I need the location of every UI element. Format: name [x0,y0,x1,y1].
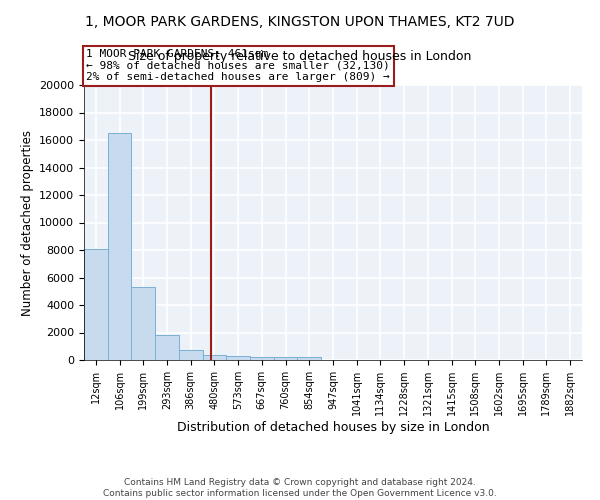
Bar [274,357,298,360]
Y-axis label: Number of detached properties: Number of detached properties [20,130,34,316]
Text: 1 MOOR PARK GARDENS: 461sqm
← 98% of detached houses are smaller (32,130)
2% of : 1 MOOR PARK GARDENS: 461sqm ← 98% of det… [86,49,390,82]
Bar [203,355,226,360]
Bar [84,248,108,360]
Text: 1, MOOR PARK GARDENS, KINGSTON UPON THAMES, KT2 7UD: 1, MOOR PARK GARDENS, KINGSTON UPON THAM… [85,15,515,29]
Bar [179,350,203,360]
Bar [131,287,155,360]
Text: Contains HM Land Registry data © Crown copyright and database right 2024.
Contai: Contains HM Land Registry data © Crown c… [103,478,497,498]
Bar [155,334,179,360]
Bar [108,133,131,360]
Bar [298,358,321,360]
Text: Size of property relative to detached houses in London: Size of property relative to detached ho… [128,50,472,63]
X-axis label: Distribution of detached houses by size in London: Distribution of detached houses by size … [176,421,490,434]
Bar [226,356,250,360]
Bar [250,356,274,360]
